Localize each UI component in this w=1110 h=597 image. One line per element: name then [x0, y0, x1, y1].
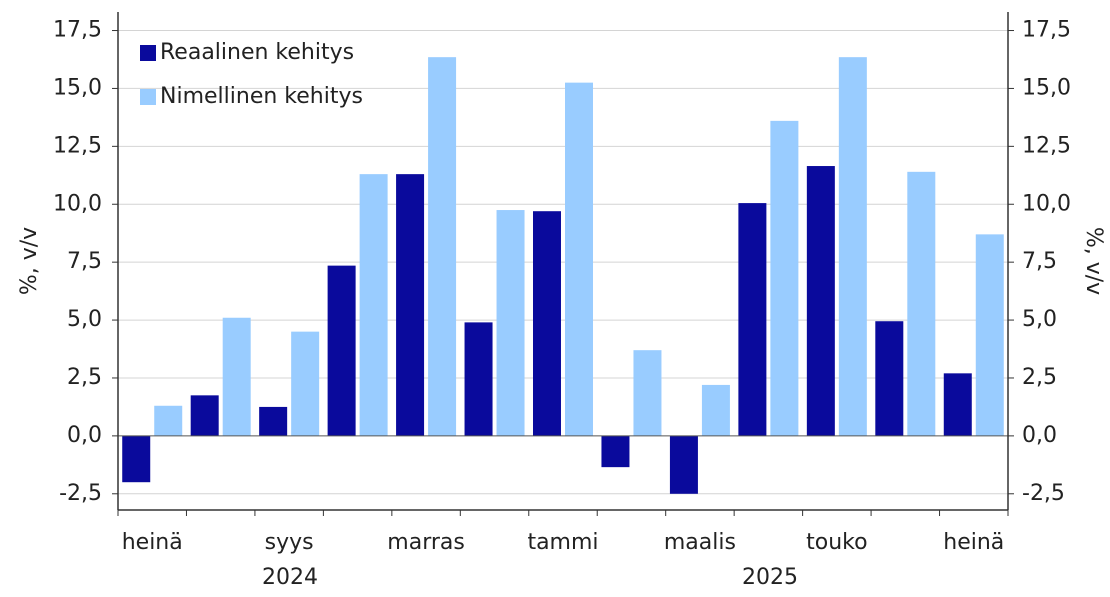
- bar: [396, 174, 425, 436]
- y-tick-label: 17,5: [53, 18, 102, 43]
- x-tick-label: heinä: [943, 530, 1004, 555]
- bar: [943, 373, 972, 436]
- x-tick-label: marras: [387, 530, 465, 555]
- y-tick-label: 10,0: [53, 191, 102, 216]
- bar: [359, 174, 388, 436]
- y-axis-label: %, v/v: [17, 227, 42, 295]
- bar: [122, 435, 151, 483]
- y2-tick-label: 10,0: [1022, 191, 1071, 216]
- bar: [154, 405, 183, 436]
- y2-tick-label: -2,5: [1022, 481, 1065, 506]
- bar: [533, 211, 561, 436]
- year-label: 2024: [262, 565, 318, 590]
- bar: [222, 317, 251, 436]
- y-tick-label: -2,5: [59, 481, 102, 506]
- bar: [669, 435, 698, 494]
- y2-tick-label: 2,5: [1022, 365, 1057, 390]
- y2-tick-label: 7,5: [1022, 249, 1057, 274]
- legend-swatch: [140, 45, 156, 61]
- bar: [291, 331, 320, 436]
- bar: [975, 234, 1004, 436]
- bar: [738, 203, 767, 436]
- y-tick-label: 15,0: [53, 75, 102, 100]
- y-tick-label: 12,5: [53, 133, 102, 158]
- y2-tick-label: 15,0: [1022, 75, 1071, 100]
- bar: [565, 82, 593, 436]
- y2-tick-label: 0,0: [1022, 423, 1057, 448]
- y2-tick-label: 5,0: [1022, 307, 1057, 332]
- bar: [633, 350, 662, 436]
- x-tick-label: maalis: [664, 530, 736, 555]
- bar: [190, 395, 219, 436]
- bar: [875, 321, 904, 436]
- bar: [770, 120, 799, 436]
- bar: [496, 210, 525, 436]
- bar: [838, 57, 867, 436]
- x-tick-label: touko: [806, 530, 867, 555]
- legend-swatch: [140, 89, 156, 105]
- y-tick-label: 7,5: [67, 249, 102, 274]
- x-tick-label: heinä: [122, 530, 183, 555]
- bar: [464, 322, 493, 436]
- bar: [806, 166, 835, 436]
- legend-label: Reaalinen kehitys: [160, 40, 354, 65]
- y-tick-label: 2,5: [67, 365, 102, 390]
- bar: [428, 57, 457, 436]
- bar: [327, 265, 356, 436]
- bar: [701, 384, 730, 436]
- x-tick-label: tammi: [527, 530, 598, 555]
- x-tick-label: syys: [265, 530, 314, 555]
- bar: [907, 171, 936, 436]
- y-tick-label: 0,0: [67, 423, 102, 448]
- y-tick-label: 5,0: [67, 307, 102, 332]
- y2-axis-label: %, v/v: [1081, 227, 1106, 295]
- bar: [259, 406, 288, 436]
- bar: [601, 435, 630, 468]
- y2-tick-label: 12,5: [1022, 133, 1071, 158]
- legend-label: Nimellinen kehitys: [160, 84, 363, 109]
- y2-tick-label: 17,5: [1022, 18, 1071, 43]
- year-label: 2025: [742, 565, 798, 590]
